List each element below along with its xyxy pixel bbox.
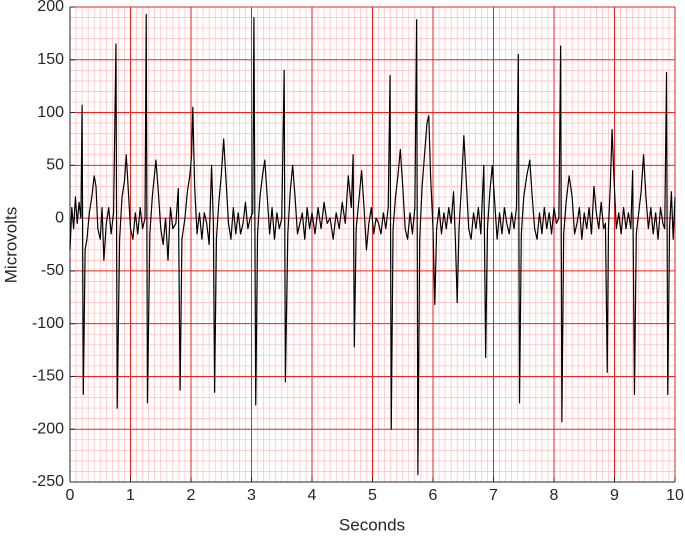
y-tick-label: 200: [37, 0, 64, 15]
x-tick-label: 9: [610, 487, 619, 504]
x-tick-label: 6: [429, 487, 438, 504]
y-tick-label: -200: [32, 420, 64, 437]
y-tick-label: -50: [41, 262, 64, 279]
x-tick-label: 10: [666, 487, 684, 504]
x-tick-label: 0: [66, 487, 75, 504]
y-tick-label: 50: [46, 157, 64, 174]
line: [69, 13, 676, 476]
x-tick-label: 8: [550, 487, 559, 504]
x-tick-label: 3: [247, 487, 256, 504]
y-tick-label: 150: [37, 51, 64, 68]
x-tick-label: 4: [308, 487, 317, 504]
y-tick-label: 0: [55, 209, 64, 226]
x-tick-label: 5: [368, 487, 377, 504]
y-tick-label: -150: [32, 368, 64, 385]
x-tick-label: 1: [126, 487, 135, 504]
y-tick-label: -100: [32, 315, 64, 332]
x-axis-label: Seconds: [339, 515, 405, 534]
y-axis-label: Microvolts: [1, 207, 20, 284]
x-tick-label: 2: [187, 487, 196, 504]
y-tick-label: -250: [32, 473, 64, 490]
y-tick-label: 100: [37, 104, 64, 121]
x-tick-label: 7: [489, 487, 498, 504]
